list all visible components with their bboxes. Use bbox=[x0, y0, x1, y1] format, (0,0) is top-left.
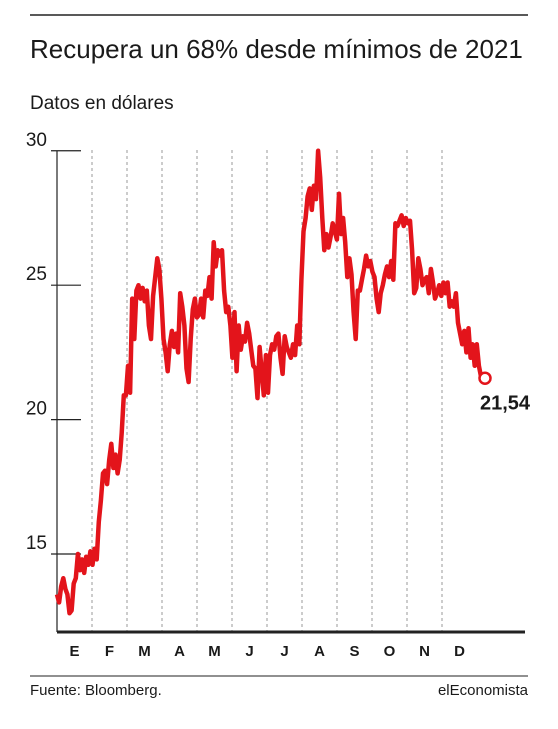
x-tick-label: D bbox=[454, 643, 465, 660]
chart-subtitle: Datos en dólares bbox=[30, 93, 174, 114]
y-tick-label: 25 bbox=[26, 264, 47, 285]
x-tick-label: J bbox=[280, 643, 288, 660]
x-tick-label: O bbox=[384, 643, 396, 660]
x-tick-label: M bbox=[138, 643, 151, 660]
end-label: 21,54 bbox=[480, 392, 531, 414]
x-tick-label: S bbox=[349, 643, 359, 660]
x-tick-label: E bbox=[69, 643, 79, 660]
brand: elEconomista bbox=[438, 682, 529, 699]
y-tick-label: 30 bbox=[26, 130, 47, 151]
x-tick-label: A bbox=[174, 643, 185, 660]
x-tick-label: M bbox=[208, 643, 221, 660]
line bbox=[54, 148, 484, 616]
x-tick-label: N bbox=[419, 643, 430, 660]
y-tick-label: 15 bbox=[26, 533, 47, 554]
x-tick-label: J bbox=[245, 643, 253, 660]
chart-title: Recupera un 68% desde mínimos de 2021 bbox=[30, 34, 523, 64]
x-tick-label: F bbox=[105, 643, 114, 660]
end-marker bbox=[478, 371, 492, 385]
x-tick-label: A bbox=[314, 643, 325, 660]
y-tick-label: 20 bbox=[26, 399, 47, 420]
source: Fuente: Bloomberg. bbox=[30, 682, 162, 699]
